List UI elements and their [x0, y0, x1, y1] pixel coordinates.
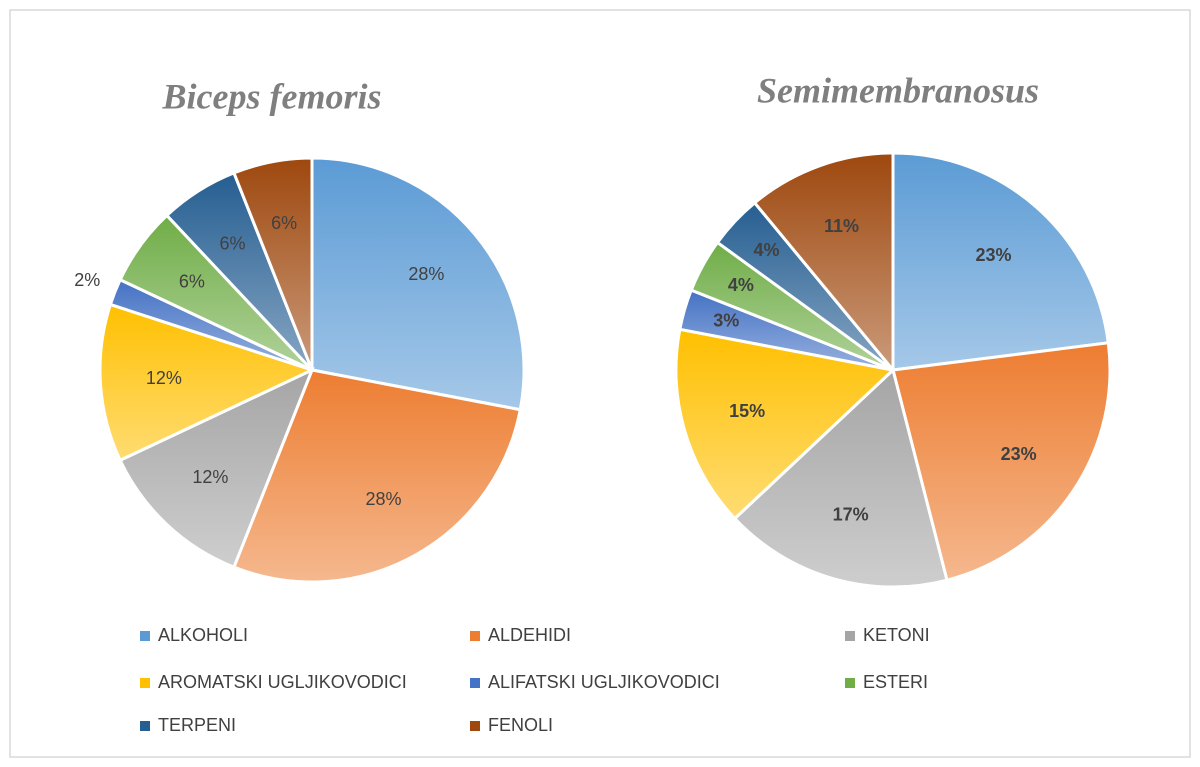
data-label: 23% — [1001, 444, 1037, 464]
data-label: 23% — [975, 245, 1011, 265]
data-label: 17% — [833, 505, 869, 525]
legend-label: FENOLI — [488, 715, 553, 735]
legend-label: TERPENI — [158, 715, 236, 735]
pie-slice — [98, 302, 317, 463]
legend-swatch — [845, 631, 855, 641]
legend-label: AROMATSKI UGLJIKOVODICI — [158, 672, 407, 692]
pie-slice — [232, 368, 523, 584]
pie-slice — [232, 156, 314, 371]
data-label: 28% — [408, 264, 444, 284]
legend-swatch — [140, 678, 150, 688]
pie-slice — [118, 367, 315, 570]
data-label: 12% — [146, 368, 182, 388]
pie-slice — [891, 151, 1110, 372]
data-label: 4% — [753, 240, 779, 260]
legend-swatch — [140, 631, 150, 641]
chart-title: Biceps femoris — [162, 76, 382, 116]
pie-slice — [891, 341, 1112, 583]
data-label: 4% — [728, 275, 754, 295]
pie-slice — [732, 367, 949, 589]
data-label: 6% — [271, 213, 297, 233]
data-label: 6% — [179, 272, 205, 292]
legend-label: KETONI — [863, 625, 930, 645]
data-label: 12% — [192, 467, 228, 487]
pie-slice — [310, 156, 526, 412]
chart-title: Semimembranosus — [757, 70, 1039, 110]
data-label: 2% — [74, 270, 100, 290]
data-label: 28% — [365, 489, 401, 509]
legend-swatch — [470, 721, 480, 731]
legend-swatch — [470, 631, 480, 641]
legend-label: ALIFATSKI UGLJIKOVODICI — [488, 672, 720, 692]
data-label: 6% — [219, 233, 245, 253]
legend-label: ALDEHIDI — [488, 625, 571, 645]
pie-slice — [674, 327, 897, 521]
legend-label: ESTERI — [863, 672, 928, 692]
pie-slice — [752, 151, 895, 375]
data-label: 3% — [713, 310, 739, 330]
legend-swatch — [140, 721, 150, 731]
legend-swatch — [845, 678, 855, 688]
data-label: 11% — [824, 216, 859, 236]
data-label: 15% — [729, 401, 765, 421]
legend-label: ALKOHOLI — [158, 625, 248, 645]
legend-swatch — [470, 678, 480, 688]
